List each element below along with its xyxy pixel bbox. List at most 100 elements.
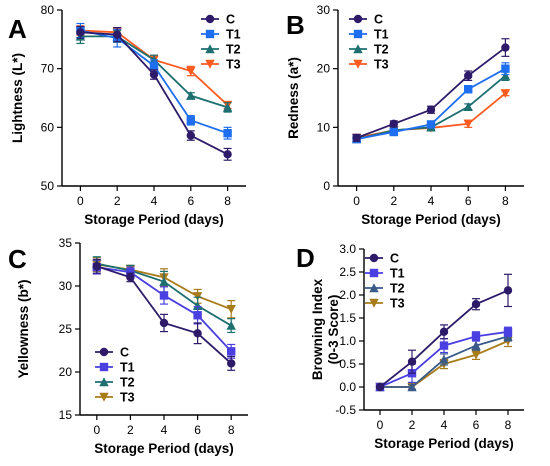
legend-marker (353, 14, 363, 24)
x-tick-label: 2 (409, 418, 416, 432)
x-axis-title: Storage Period (days) (84, 212, 224, 227)
data-point (389, 127, 398, 137)
data-point (500, 89, 511, 99)
x-tick-label: 8 (502, 194, 509, 208)
y-axis-title: Redness (a*) (286, 57, 301, 139)
y-axis-title-line1: Browning Index (310, 278, 325, 380)
legend-marker (369, 298, 379, 308)
data-point (439, 341, 449, 350)
x-tick-label: 8 (228, 423, 235, 437)
data-point (471, 332, 481, 341)
data-point (223, 150, 232, 159)
data-point (471, 340, 481, 350)
legend-label: T3 (374, 58, 389, 72)
data-point (113, 30, 122, 39)
data-point (159, 291, 169, 300)
data-point (149, 61, 159, 70)
data-point (192, 301, 203, 310)
data-point (186, 116, 195, 125)
y-tick-label: 1.0 (339, 334, 356, 348)
y-tick-label: 1.5 (339, 311, 356, 325)
legend-marker (369, 253, 379, 263)
data-point (126, 268, 135, 277)
y-tick-label: 30 (59, 279, 73, 293)
series-c (92, 258, 236, 371)
series-t1 (76, 22, 232, 140)
y-tick-label: 60 (41, 120, 55, 134)
legend-marker (353, 59, 363, 69)
y-tick-label: -0.5 (335, 403, 356, 417)
legend-marker (99, 362, 109, 372)
data-point (463, 119, 473, 129)
data-point (227, 347, 236, 356)
data-point (439, 327, 449, 336)
legend-label: T1 (374, 28, 389, 42)
legend-label: C (120, 346, 129, 360)
legend-marker (205, 14, 215, 24)
data-point (192, 292, 203, 302)
series-line (80, 31, 229, 156)
x-tick-label: 4 (441, 418, 448, 432)
panel-letter: B (286, 10, 305, 40)
x-tick-label: 6 (194, 423, 201, 437)
data-point (159, 277, 169, 286)
x-tick-label: 4 (151, 194, 158, 208)
data-point (500, 71, 511, 80)
data-point (159, 318, 169, 328)
data-point (501, 64, 510, 73)
legend-label: T1 (226, 28, 241, 42)
series-c (352, 38, 510, 143)
x-tick-label: 2 (114, 194, 121, 208)
legend-marker (353, 29, 363, 39)
legend-marker (369, 283, 379, 293)
legend-label: T2 (226, 43, 241, 57)
legend-marker (205, 59, 215, 69)
data-point (186, 131, 195, 140)
series-line (80, 29, 228, 135)
data-point (503, 286, 513, 295)
data-point (222, 102, 233, 112)
y-tick-label: 0 (323, 179, 330, 193)
legend-label: T3 (226, 58, 241, 72)
x-tick-label: 0 (93, 423, 100, 437)
data-point (471, 350, 481, 360)
data-point (407, 382, 417, 392)
x-axis-title: Storage Period (days) (374, 436, 514, 451)
data-point (186, 90, 196, 100)
y-tick-label: 0.0 (339, 380, 356, 394)
data-point (464, 85, 473, 94)
legend-label: T1 (120, 361, 135, 375)
y-tick-label: 30 (317, 3, 331, 17)
legend-label: C (390, 252, 399, 266)
y-tick-label: 10 (317, 120, 331, 134)
panel-letter: D (296, 243, 315, 273)
data-point (463, 102, 473, 111)
panel-d: D -0.5 0.0 0.5 1.0 1.5 2.0 2.5 3.0 0 2 4 6 8 Storage P… (296, 242, 524, 451)
y-axis-title: Lightness (L*) (10, 53, 25, 143)
x-tick-label: 0 (77, 194, 84, 208)
panel-letter: A (8, 14, 27, 44)
panel-c: C 15 20 25 30 35 0 2 4 6 8 Storage Period (days) Yel… (8, 236, 248, 456)
legend-label: T1 (390, 267, 405, 281)
data-point (186, 66, 196, 76)
series-c (76, 25, 232, 161)
data-point (375, 382, 385, 392)
x-tick-label: 6 (187, 194, 194, 208)
data-point (426, 120, 436, 129)
y-axis-title-line2: (0-3 Score) (326, 295, 341, 365)
x-tick-label: 4 (428, 194, 435, 208)
legend-marker (99, 377, 109, 387)
x-tick-label: 4 (161, 423, 168, 437)
legend-label: T2 (390, 282, 405, 296)
y-tick-label: 35 (59, 236, 73, 250)
y-tick-label: 2.5 (339, 265, 356, 279)
data-point (126, 273, 135, 282)
data-point (389, 119, 398, 129)
legend-label: T3 (390, 297, 405, 311)
legend-label: T2 (120, 376, 135, 390)
legend-marker (205, 44, 215, 54)
series-c (375, 273, 513, 392)
